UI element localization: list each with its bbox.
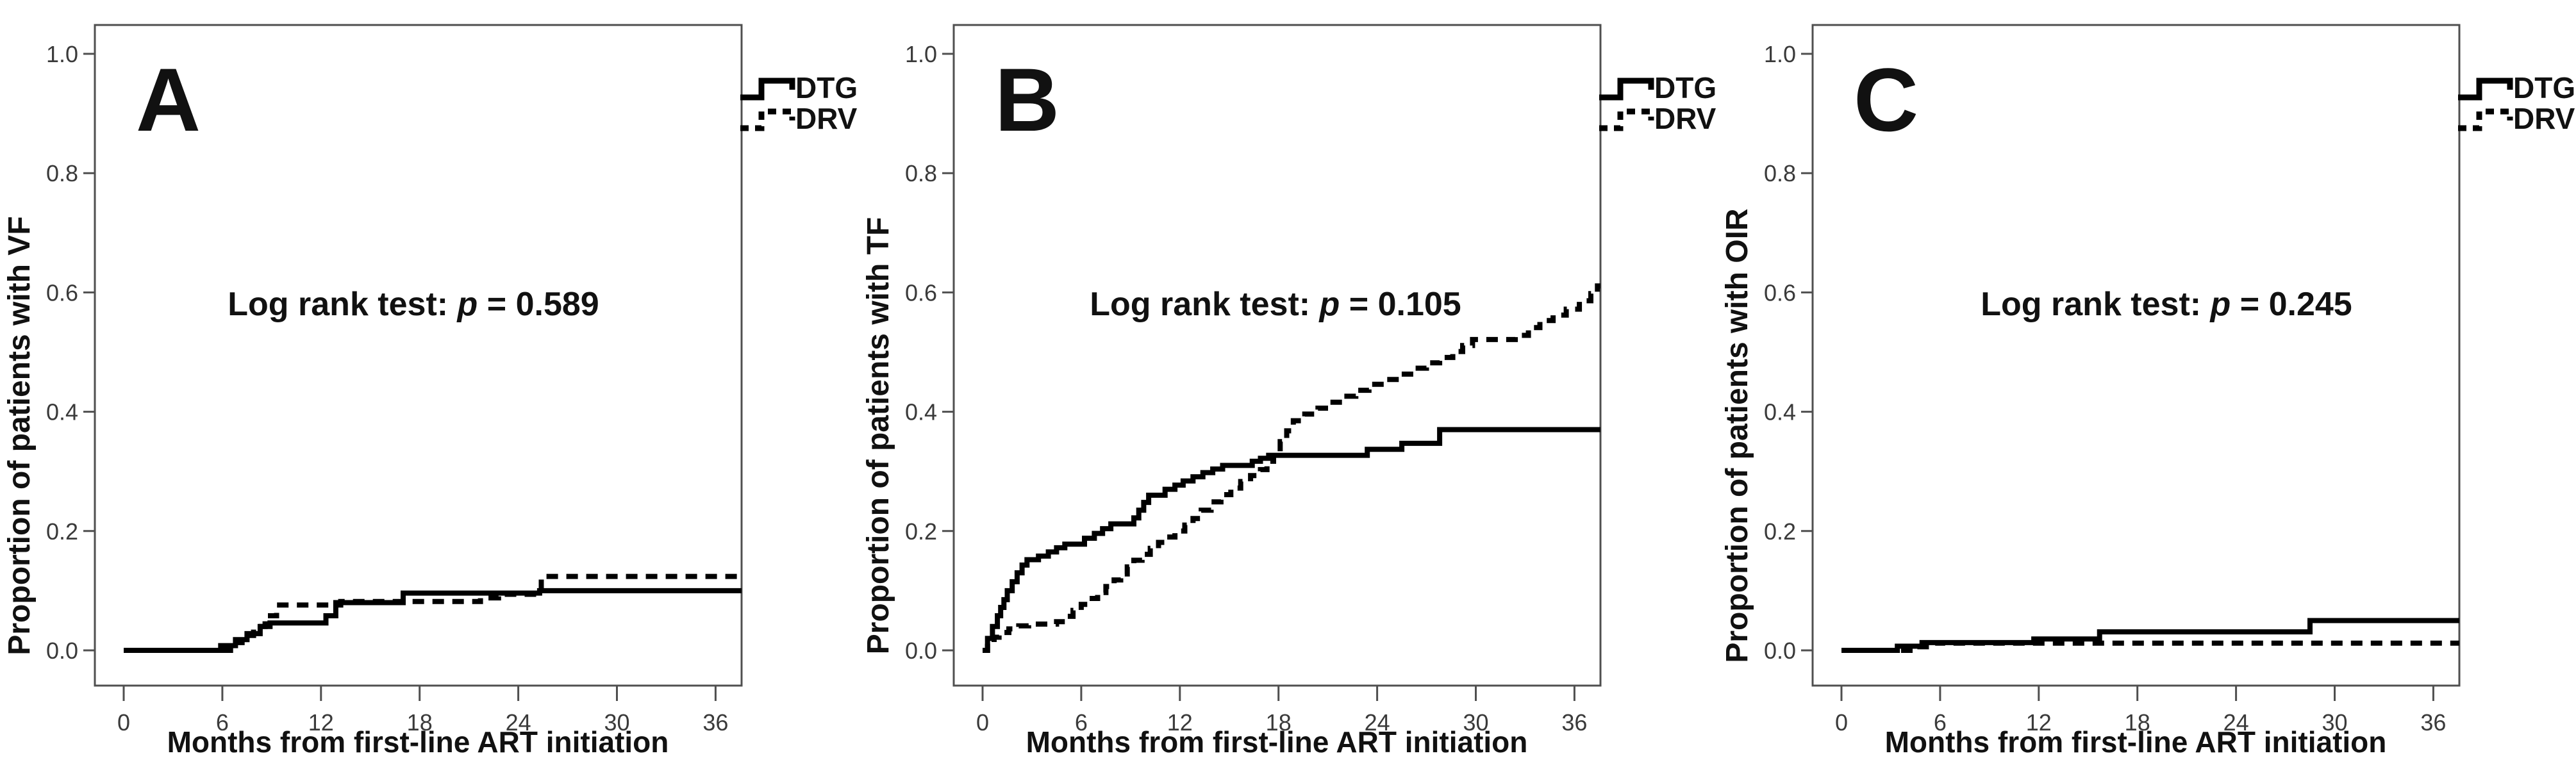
x-tick-label: 6 bbox=[216, 709, 229, 736]
y-tick-label: 1.0 bbox=[1764, 41, 1796, 67]
x-tick-label: 36 bbox=[702, 709, 728, 736]
x-tick-label: 30 bbox=[604, 709, 629, 736]
drv-curve bbox=[1841, 640, 2459, 653]
y-tick-label: 0.6 bbox=[905, 279, 937, 306]
panel-letter: C bbox=[1854, 49, 1918, 150]
x-tick-label: 30 bbox=[1463, 709, 1488, 736]
y-axis-ticks: 0.0 0.2 0.4 0.6 0.8 1.0 bbox=[905, 41, 954, 664]
panel-a: 0.0 0.2 0.4 0.6 0.8 1.0 0 6 12 18 24 30 36 Proporti… bbox=[0, 0, 859, 758]
legend-drv-line-icon bbox=[1599, 108, 1654, 131]
legend-dtg-label: DTG bbox=[1654, 71, 1716, 104]
panel-b: 0.0 0.2 0.4 0.6 0.8 1.0 0 6 12 18 24 30 36 Proporti… bbox=[859, 0, 1718, 758]
legend-drv-line-icon bbox=[740, 108, 795, 131]
x-tick-label: 0 bbox=[117, 709, 130, 736]
annotation-p-symbol: p bbox=[456, 286, 478, 323]
y-axis-title: Proportion of patients with OIR bbox=[1720, 208, 1754, 663]
annotation-p-symbol: p bbox=[1318, 286, 1340, 323]
legend-dtg-line-icon bbox=[740, 78, 795, 101]
plot-area-border bbox=[952, 24, 1602, 687]
y-tick-label: 0.4 bbox=[46, 399, 78, 425]
x-tick-label: 24 bbox=[2223, 709, 2249, 736]
x-tick-label: 24 bbox=[506, 709, 531, 736]
x-axis-ticks: 0 6 12 18 24 30 36 bbox=[1835, 686, 2446, 736]
x-axis-title: Months from first-line ART initiation bbox=[1885, 725, 2387, 758]
x-axis-title: Months from first-line ART initiation bbox=[1026, 725, 1528, 758]
y-axis-title: Proportion of patients with TF bbox=[861, 217, 895, 655]
x-tick-label: 6 bbox=[1934, 709, 1947, 736]
panel-letter: A bbox=[136, 49, 201, 150]
legend: DTG DRV bbox=[740, 71, 858, 135]
km-chart-a: 0.0 0.2 0.4 0.6 0.8 1.0 0 6 12 18 24 30 36 Proporti… bbox=[3, 24, 858, 758]
y-tick-label: 0.8 bbox=[1764, 160, 1796, 186]
annotation-p-symbol: p bbox=[2209, 286, 2231, 323]
legend: DTG DRV bbox=[2458, 71, 2575, 135]
y-tick-label: 0.8 bbox=[905, 160, 937, 186]
drv-curve bbox=[983, 283, 1600, 653]
y-tick-label: 0.2 bbox=[1764, 518, 1796, 545]
y-axis-ticks: 0.0 0.2 0.4 0.6 0.8 1.0 bbox=[46, 41, 95, 664]
x-axis-ticks: 0 6 12 18 24 30 36 bbox=[117, 686, 728, 736]
y-axis-title: Proportion of patients with VF bbox=[3, 216, 37, 655]
x-tick-label: 24 bbox=[1365, 709, 1390, 736]
km-chart-b: 0.0 0.2 0.4 0.6 0.8 1.0 0 6 12 18 24 30 36 Proporti… bbox=[861, 24, 1716, 758]
km-chart-c: 0.0 0.2 0.4 0.6 0.8 1.0 0 6 12 18 24 30 36 Proporti… bbox=[1720, 24, 2575, 758]
x-axis-ticks: 0 6 12 18 24 30 36 bbox=[976, 686, 1587, 736]
annotation-p-value: = 0.105 bbox=[1340, 286, 1461, 323]
dtg-curve bbox=[1841, 618, 2459, 653]
x-tick-label: 36 bbox=[1561, 709, 1587, 736]
y-tick-label: 0.6 bbox=[1764, 279, 1796, 306]
annotation-prefix: Log rank test: bbox=[228, 286, 457, 323]
y-tick-label: 0.6 bbox=[46, 279, 78, 306]
y-tick-label: 1.0 bbox=[46, 41, 78, 67]
x-tick-label: 6 bbox=[1075, 709, 1088, 736]
legend-dtg-label: DTG bbox=[795, 71, 858, 104]
legend-drv-label: DRV bbox=[2513, 102, 2575, 135]
drv-curve bbox=[124, 573, 742, 653]
annotation-p-value: = 0.245 bbox=[2231, 286, 2352, 323]
y-tick-label: 0.2 bbox=[46, 518, 78, 545]
y-tick-label: 1.0 bbox=[905, 41, 937, 67]
x-tick-label: 12 bbox=[308, 709, 334, 736]
annotation-p-value: = 0.589 bbox=[478, 286, 599, 323]
x-tick-label: 18 bbox=[2125, 709, 2150, 736]
dtg-curve bbox=[983, 427, 1600, 653]
x-tick-label: 12 bbox=[2026, 709, 2052, 736]
panel-c: 0.0 0.2 0.4 0.6 0.8 1.0 0 6 12 18 24 30 36 Proporti… bbox=[1718, 0, 2576, 758]
legend-drv-label: DRV bbox=[795, 102, 858, 135]
x-axis-title: Months from first-line ART initiation bbox=[167, 725, 669, 758]
y-tick-label: 0.0 bbox=[905, 638, 937, 664]
plot-area-border bbox=[94, 24, 743, 687]
x-tick-label: 30 bbox=[2322, 709, 2347, 736]
legend-dtg-line-icon bbox=[2458, 78, 2513, 101]
annotation-prefix: Log rank test: bbox=[1090, 286, 1319, 323]
legend-dtg-label: DTG bbox=[2513, 71, 2575, 104]
plot-area-border bbox=[1811, 24, 2461, 687]
legend: DTG DRV bbox=[1599, 71, 1716, 135]
legend-drv-label: DRV bbox=[1654, 102, 1716, 135]
y-tick-label: 0.0 bbox=[1764, 638, 1796, 664]
x-tick-label: 36 bbox=[2420, 709, 2446, 736]
x-tick-label: 18 bbox=[407, 709, 433, 736]
log-rank-annotation: Log rank test: p = 0.589 bbox=[228, 286, 599, 323]
x-tick-label: 18 bbox=[1266, 709, 1292, 736]
y-axis-ticks: 0.0 0.2 0.4 0.6 0.8 1.0 bbox=[1764, 41, 1813, 664]
annotation-prefix: Log rank test: bbox=[1981, 286, 2210, 323]
x-tick-label: 12 bbox=[1167, 709, 1193, 736]
legend-dtg-line-icon bbox=[1599, 78, 1654, 101]
log-rank-annotation: Log rank test: p = 0.105 bbox=[1090, 286, 1461, 323]
panel-letter: B bbox=[995, 49, 1059, 150]
log-rank-annotation: Log rank test: p = 0.245 bbox=[1981, 286, 2352, 323]
legend-drv-line-icon bbox=[2458, 108, 2513, 131]
y-tick-label: 0.0 bbox=[46, 638, 78, 664]
y-tick-label: 0.8 bbox=[46, 160, 78, 186]
x-tick-label: 0 bbox=[1835, 709, 1848, 736]
y-tick-label: 0.2 bbox=[905, 518, 937, 545]
y-tick-label: 0.4 bbox=[1764, 399, 1796, 425]
y-tick-label: 0.4 bbox=[905, 399, 937, 425]
x-tick-label: 0 bbox=[976, 709, 989, 736]
